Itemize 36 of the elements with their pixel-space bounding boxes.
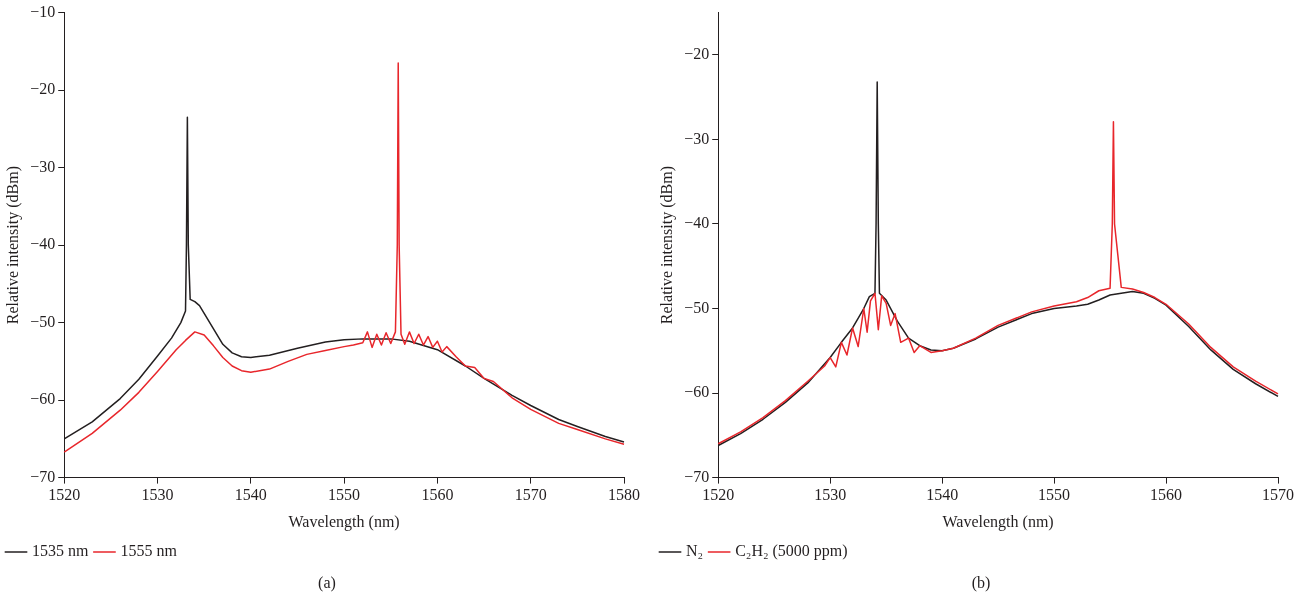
x-tick-label: 1520 <box>48 486 81 504</box>
y-tick-label: −60 <box>30 390 56 408</box>
x-tick-label: 1530 <box>814 486 847 504</box>
y-tick-label: −30 <box>30 157 56 175</box>
x-tick-label: 1550 <box>328 486 361 504</box>
y-tick-label: −20 <box>30 80 56 98</box>
x-tick-label: 1560 <box>1150 486 1183 504</box>
legend-label: C₂H₂ (5000 ppm) <box>735 542 848 561</box>
x-tick-label: 1570 <box>1262 486 1294 504</box>
legend-label: 1555 nm <box>120 542 178 560</box>
y-axis-title: Relative intensity (dBm) <box>657 166 676 325</box>
text: (b) <box>970 574 992 592</box>
x-tick-label: 1570 <box>514 486 547 504</box>
x-tick-label: 1520 <box>702 486 735 504</box>
legend-label: N₂ <box>686 542 704 560</box>
y-tick-label: −50 <box>30 312 56 330</box>
y-tick-label: −50 <box>684 298 710 316</box>
y-tick-label: −60 <box>684 383 710 401</box>
y-tick-label: −70 <box>684 467 710 485</box>
x-tick-label: 1550 <box>1038 486 1071 504</box>
y-tick-label: −20 <box>684 45 710 63</box>
legend-label: 1535 nm <box>32 542 89 560</box>
text: (a) <box>317 574 337 592</box>
x-tick-label: 1560 <box>421 486 454 504</box>
x-tick-label: 1540 <box>234 486 267 504</box>
y-tick-label: −40 <box>684 214 710 232</box>
y-tick-label: −70 <box>30 467 56 485</box>
y-axis-title: Relative intensity (dBm) <box>3 166 22 325</box>
x-tick-label: 1530 <box>141 486 174 504</box>
y-tick-label: −10 <box>30 2 56 20</box>
x-tick-label: 1540 <box>926 486 959 504</box>
y-tick-label: −30 <box>684 129 710 147</box>
x-axis-title: Wavelength (nm) <box>288 512 400 531</box>
x-tick-label: 1580 <box>608 486 640 504</box>
y-tick-label: −40 <box>30 235 56 253</box>
x-axis-title: Wavelength (nm) <box>942 512 1054 531</box>
